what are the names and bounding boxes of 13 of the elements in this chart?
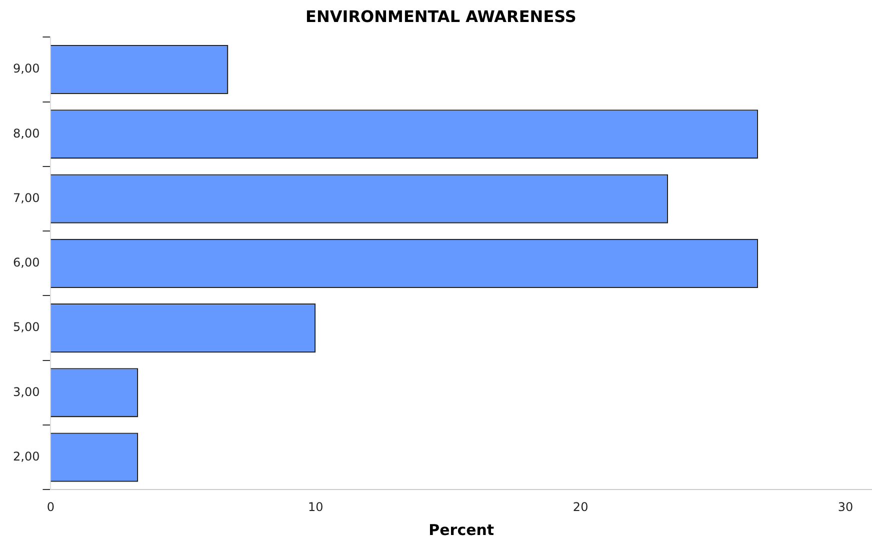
y-tick-label: 5,00 [13, 320, 40, 334]
x-axis-title: Percent [428, 520, 494, 539]
y-tick-label: 3,00 [13, 384, 40, 399]
x-tick-label: 10 [308, 500, 324, 514]
y-tick-label: 7,00 [13, 190, 40, 205]
y-tick-label: 9,00 [13, 62, 40, 76]
y-tick-label: 2,00 [13, 449, 40, 464]
y-tick-label: 8,00 [13, 126, 40, 140]
y-tick-label: 6,00 [13, 256, 40, 270]
x-tick-label: 20 [572, 500, 588, 514]
x-tick-label: 0 [46, 500, 55, 514]
x-tick-label: 30 [838, 500, 854, 514]
chart-title: ENVIRONMENTAL AWARENESS [306, 6, 576, 26]
